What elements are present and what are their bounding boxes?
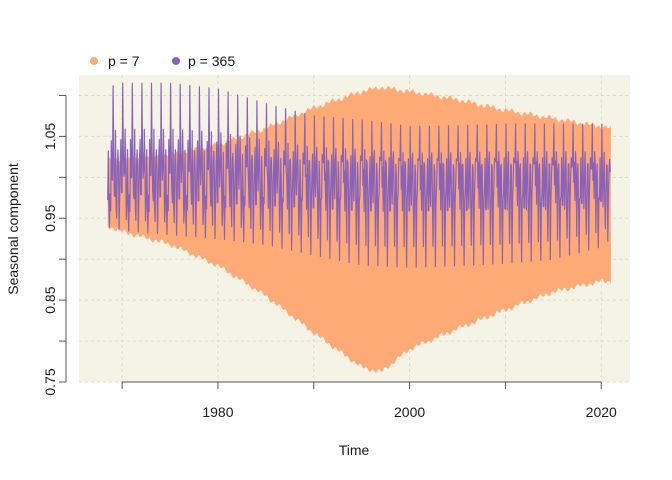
y-tick-label: 0.95 [42, 204, 58, 231]
oscillation-p365 [107, 82, 611, 268]
series-p365-line [107, 82, 611, 268]
y-tick-label: 0.85 [42, 286, 58, 313]
y-axis-title: Seasonal component [5, 163, 21, 295]
y-tick-label: 0.75 [42, 368, 58, 395]
legend-label-p365: p = 365 [188, 53, 235, 69]
legend-marker-p7 [90, 57, 98, 65]
legend-label-p7: p = 7 [108, 53, 140, 69]
x-tick-label: 1980 [202, 404, 233, 420]
y-tick-label: 1.05 [42, 123, 58, 150]
x-tick-label: 2000 [394, 404, 425, 420]
y-axis: 0.75 0.85 0.95 1.05 [42, 94, 67, 396]
legend-marker-p365 [172, 57, 180, 65]
x-tick-label: 2020 [586, 404, 617, 420]
x-axis: 1980 2000 2020 [121, 381, 617, 420]
x-axis-title: Time [339, 442, 370, 458]
legend: p = 7 p = 365 [90, 53, 235, 69]
